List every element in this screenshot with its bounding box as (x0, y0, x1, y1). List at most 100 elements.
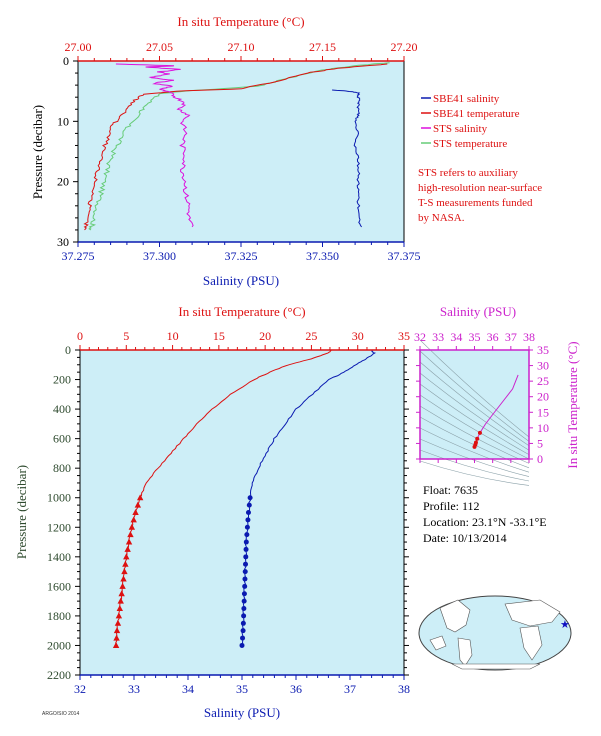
density-contour-line (419, 383, 530, 455)
temperature-point-marker (117, 597, 124, 604)
full-profile-sal-tick-label: 34 (182, 682, 194, 696)
near-surface-temp-tick-label: 27.00 (65, 40, 92, 54)
sbe41-salinity-line (332, 89, 363, 228)
temperature-point-marker (115, 612, 123, 619)
temperature-point-marker (132, 509, 139, 515)
temperature-point-marker (116, 605, 124, 612)
temperature-point-marker (124, 545, 131, 552)
full-profile-pressure-tick-label: 1800 (47, 609, 71, 623)
near-surface-sal-axis-label: Salinity (PSU) (203, 273, 279, 288)
full-profile-pressure-tick-label: 1200 (47, 520, 71, 534)
full-profile-series (112, 349, 377, 648)
ts-series (472, 374, 519, 449)
full-profile-plot-area (80, 350, 404, 675)
full-profile-pressure-tick-label: 2200 (47, 668, 71, 682)
full-profile-sal-tick-label: 38 (398, 682, 410, 696)
profile-date: Date: 10/13/2014 (423, 531, 507, 545)
full-profile-temp-tick-label: 0 (77, 329, 83, 343)
salinity-point-marker (240, 620, 246, 626)
world-map: ★ (418, 595, 572, 671)
full-profile-temp-tick-label: 25 (305, 329, 317, 343)
temperature-point-marker (127, 531, 134, 538)
float-location-star-icon: ★ (560, 619, 570, 631)
temperature-point-marker (114, 619, 122, 626)
full-profile-ticks: 0 5 10 15 20 25 30 35 32 33 34 35 36 37 38 0 200 400 600 80… (47, 329, 410, 696)
temperature-point-marker (119, 582, 126, 589)
near-surface-temp-tick-label: 27.15 (309, 40, 336, 54)
near-surface-pressure-tick-label: 0 (63, 54, 69, 68)
temperature-point-marker (118, 590, 125, 597)
salinity-point-marker (245, 517, 251, 523)
full-profile-sal-tick-label: 36 (290, 682, 302, 696)
full-profile-pressure-tick-label: 1400 (47, 550, 71, 564)
profile-number: Profile: 112 (423, 499, 480, 513)
float-location: Location: 23.1°N -33.1°E (423, 515, 547, 529)
near-surface-ticks: 27.00 27.05 27.10 27.15 27.20 37.275 37.300 37.… (57, 40, 421, 263)
ts-sal-tick-label: 34 (450, 330, 462, 344)
near-surface-series (83, 62, 390, 231)
legend-label: STS salinity (433, 123, 488, 135)
full-profile-pressure-tick-label: 1000 (47, 491, 71, 505)
salinity-point-marker (243, 546, 249, 552)
full-profile-pressure-tick-label: 0 (65, 343, 71, 357)
ts-plot-area (420, 350, 529, 459)
salinity-point-marker (239, 642, 245, 648)
map-land-australia (429, 635, 447, 651)
ts-temp-tick-label: 10 (537, 421, 549, 435)
salinity-point-marker (241, 613, 247, 619)
map-land-antarctica (451, 663, 541, 670)
density-contour-line (419, 339, 530, 438)
full-profile-sal-axis-label: Salinity (PSU) (204, 705, 280, 720)
near-surface-sal-tick-label: 37.300 (143, 249, 176, 263)
full-profile-pressure-tick-label: 1600 (47, 579, 71, 593)
salinity-point-marker (243, 561, 249, 567)
sts-note-line: STS refers to auxiliary (418, 167, 518, 179)
legend-label: STS temperature (433, 138, 507, 150)
ts-sal-tick-label: 32 (414, 330, 426, 344)
float-info: Float: 7635 Profile: 112 Location: 23.1°… (423, 482, 547, 546)
sts-note: STS refers to auxiliary high-resolution n… (418, 167, 542, 224)
ts-point-marker (477, 430, 482, 435)
near-surface-sal-tick-label: 37.325 (225, 249, 258, 263)
ts-temp-axis-label: In situ Temperature (°C) (565, 341, 580, 468)
temperature-point-marker (134, 501, 142, 508)
temperature-point-marker (125, 538, 133, 545)
ts-sal-tick-label: 38 (523, 330, 535, 344)
near-surface-sal-tick-label: 37.275 (62, 249, 95, 263)
salinity-point-marker (241, 598, 247, 604)
sts-note-line: by NASA. (418, 212, 465, 224)
salinity-point-marker (241, 606, 247, 612)
near-surface-sal-tick-label: 37.375 (388, 249, 421, 263)
density-contour-line (419, 394, 530, 460)
salinity-point-marker (242, 576, 248, 582)
full-profile-sal-tick-label: 35 (236, 682, 248, 696)
density-contour-line (419, 427, 530, 473)
ts-temp-tick-label: 35 (537, 343, 549, 357)
salinity-point-marker (242, 583, 248, 589)
full-profile-temp-tick-label: 10 (167, 329, 179, 343)
ts-sal-tick-label: 36 (487, 330, 499, 344)
density-contour-line (419, 405, 530, 464)
full-profile-temp-tick-label: 30 (352, 329, 364, 343)
footer-stamp: ARGO/SIO 2014 (42, 711, 80, 717)
temperature-point-marker (120, 575, 127, 582)
density-contour-line (419, 361, 530, 447)
ts-point-marker (475, 436, 480, 441)
ts-sal-tick-label: 33 (432, 330, 444, 344)
salinity-point-marker (243, 554, 249, 560)
temperature-point-marker (121, 568, 128, 575)
full-profile-panel: 0 5 10 15 20 25 30 35 32 33 34 35 36 37 38 0 200 400 600 80… (14, 304, 410, 720)
sts-note-line: T-S measurements funded (418, 197, 533, 209)
near-surface-plot-area (78, 61, 404, 242)
full-profile-sal-tick-label: 32 (74, 682, 86, 696)
ts-temp-tick-label: 20 (537, 390, 549, 404)
legend-label: SBE41 temperature (433, 108, 520, 120)
ts-temp-tick-label: 5 (537, 436, 543, 450)
density-contour-line (419, 350, 530, 442)
full-profile-sal-tick-label: 37 (344, 682, 356, 696)
salinity-point-marker (240, 635, 246, 641)
full-profile-temp-tick-label: 15 (213, 329, 225, 343)
ts-point-marker (472, 444, 477, 449)
